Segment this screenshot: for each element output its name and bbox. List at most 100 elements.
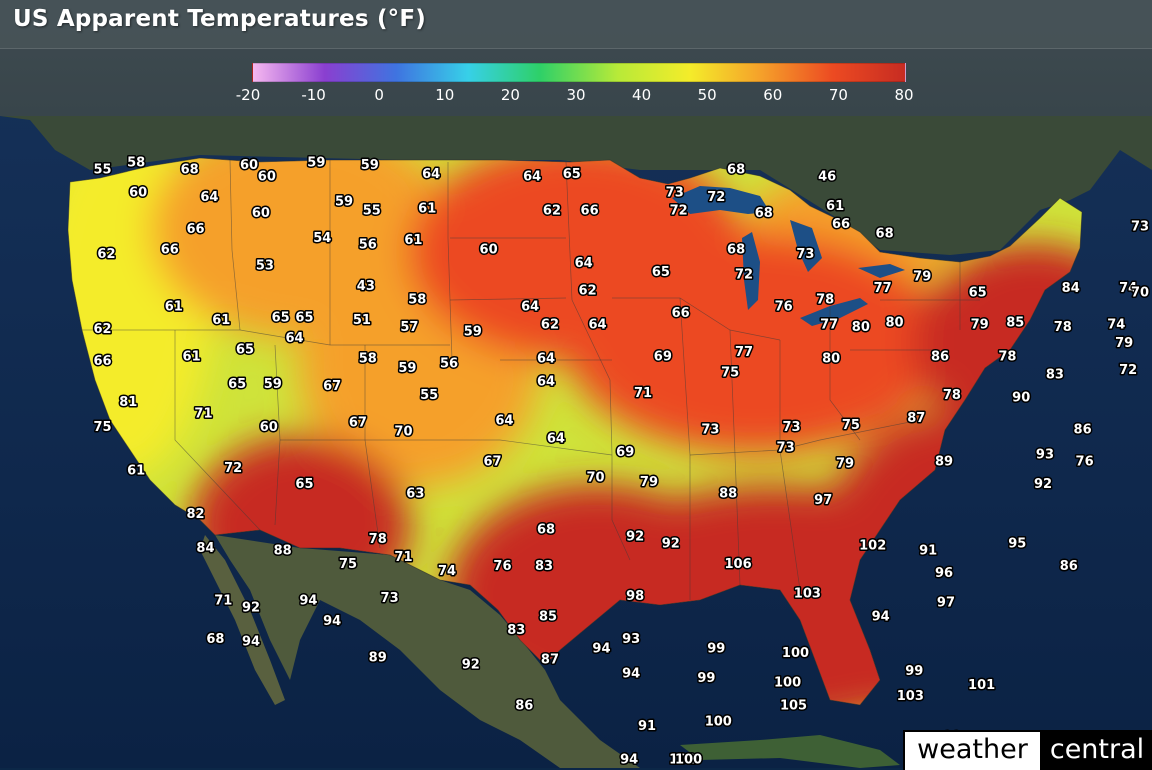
temperature-value: 92	[242, 600, 260, 615]
temperature-label-halo: 75	[721, 365, 739, 380]
temperature-value: 86	[515, 698, 533, 713]
temperature-value: 86	[1074, 422, 1092, 437]
temperature-label-halo: 66	[161, 242, 179, 257]
scale-label: 70	[828, 86, 848, 104]
temperature-value: 71	[194, 406, 212, 421]
temperature-label-halo: 72	[1119, 363, 1137, 378]
temperature-label-halo: 73	[796, 247, 814, 262]
temperature-label-halo: 59	[335, 194, 353, 209]
temperature-value: 97	[937, 596, 955, 611]
temperature-label-halo: 62	[579, 283, 597, 298]
temperature-label-halo: 80	[885, 315, 903, 330]
temperature-value: 73	[796, 247, 814, 262]
temperature-value: 93	[622, 632, 640, 647]
temperature-value: 70	[1131, 286, 1149, 301]
temperature-label-halo: 43	[357, 279, 375, 294]
temperature-value: 79	[1115, 336, 1133, 351]
temperature-value: 61	[826, 199, 844, 214]
baja-land	[200, 535, 285, 705]
temperature-label-halo: 89	[935, 454, 953, 469]
temperature-label-halo: 64	[537, 375, 555, 390]
temperature-value: 75	[842, 418, 860, 433]
temperature-value: 64	[575, 256, 593, 271]
temperature-value: 77	[874, 281, 892, 296]
temperature-label-halo: 92	[1034, 477, 1052, 492]
temperature-label-halo: 78	[369, 532, 387, 547]
temperature-value: 88	[274, 543, 292, 558]
temperature-label-halo: 69	[654, 349, 672, 364]
temperature-label-halo: 73	[381, 591, 399, 606]
temperature-label-halo: 73	[782, 420, 800, 435]
temperature-value: 71	[214, 593, 232, 608]
temperature-label-halo: 65	[236, 343, 254, 358]
temperature-value: 73	[777, 441, 795, 456]
temperature-label-halo: 55	[93, 163, 111, 178]
temperature-value: 74	[1119, 281, 1137, 296]
temperature-value: 64	[422, 167, 440, 182]
temperature-label-halo: 79	[1115, 336, 1133, 351]
temperature-label-halo: 90	[1012, 391, 1030, 406]
temperature-value: 94	[299, 593, 317, 608]
temperature-label-halo: 59	[264, 377, 282, 392]
temperature-label-halo: 59	[361, 158, 379, 173]
temperature-value: 63	[406, 486, 424, 501]
temperature-label-halo: 79	[640, 475, 658, 490]
temperature-value: 94	[872, 609, 890, 624]
temperature-value: 97	[814, 493, 832, 508]
temperature-value: 83	[1046, 368, 1064, 383]
temperature-label-halo: 60	[260, 420, 278, 435]
temperature-value: 87	[907, 411, 925, 426]
temperature-label-halo: 65	[295, 477, 313, 492]
temperature-label-halo: 53	[256, 258, 274, 273]
temperature-label-halo: 70	[586, 470, 604, 485]
temperature-label-halo: 64	[286, 331, 304, 346]
scale-label: 0	[374, 86, 384, 104]
temperature-label-halo: 62	[543, 204, 561, 219]
temperature-label-halo: 83	[535, 559, 553, 574]
temperature-value: 94	[323, 614, 341, 629]
temperature-value: 61	[183, 349, 201, 364]
temperature-label-halo: 75	[339, 557, 357, 572]
brand-central: central	[1040, 732, 1152, 770]
temperature-label-halo: 61	[127, 463, 145, 478]
temperature-value: 92	[626, 530, 644, 545]
temperature-value: 61	[127, 463, 145, 478]
scale-label: 10	[435, 86, 455, 104]
header-panel: US Apparent Temperatures (°F) -20 -10 0 10 2…	[0, 0, 1152, 116]
temperature-label-halo: 46	[818, 169, 836, 184]
temperature-label-halo: 94	[592, 641, 610, 656]
temperature-label-halo: 67	[323, 379, 341, 394]
scale-label: -10	[301, 86, 326, 104]
temperature-label-halo: 102	[859, 539, 886, 554]
temperature-value: 85	[539, 609, 557, 624]
temperature-value: 95	[1008, 536, 1026, 551]
temperature-value: 94	[620, 753, 638, 768]
temperature-value: 82	[187, 507, 205, 522]
